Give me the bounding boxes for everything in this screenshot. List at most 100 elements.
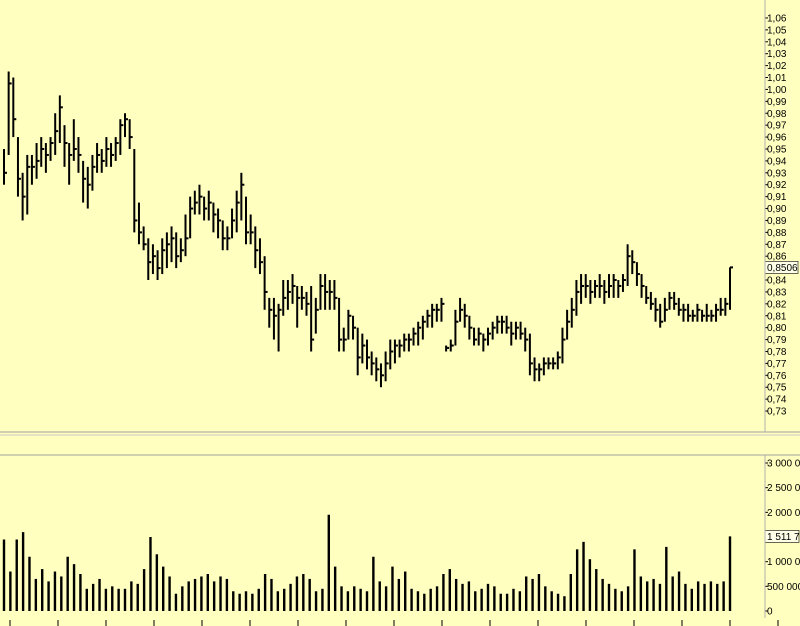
price-tick-label: 0,75 bbox=[767, 383, 787, 394]
price-tick-label: 1,02 bbox=[767, 61, 787, 72]
ohlc-bar bbox=[35, 143, 40, 179]
ohlc-bar bbox=[347, 309, 352, 340]
ohlc-bar bbox=[440, 297, 445, 322]
ohlc-bar bbox=[435, 303, 440, 322]
ohlc-bar bbox=[338, 297, 343, 352]
ohlc-bar bbox=[49, 137, 54, 161]
ohlc-bar bbox=[310, 285, 315, 352]
price-tick-label: 0,81 bbox=[767, 311, 787, 322]
ohlc-bar bbox=[449, 339, 454, 352]
ohlc-bar bbox=[524, 327, 529, 352]
ohlc-bar bbox=[491, 321, 496, 340]
volume-tick-label: 1 000 00 bbox=[767, 557, 800, 568]
price-tick-label: 0,99 bbox=[767, 97, 787, 108]
ohlc-bar bbox=[324, 274, 329, 310]
ohlc-bar bbox=[584, 274, 589, 298]
price-tick-label: 0,92 bbox=[767, 180, 787, 191]
ohlc-bar bbox=[645, 285, 650, 304]
ohlc-bar bbox=[352, 315, 357, 340]
price-tick-label: 0,73 bbox=[767, 407, 787, 418]
ohlc-bar bbox=[54, 113, 59, 155]
ohlc-bar bbox=[598, 274, 603, 298]
ohlc-bar bbox=[268, 297, 273, 328]
ohlc-bar bbox=[561, 327, 566, 364]
price-tick-label: 1,06 bbox=[767, 13, 787, 24]
ohlc-bar bbox=[691, 309, 696, 322]
price-tick-label: 0,82 bbox=[767, 299, 787, 310]
ohlc-bar bbox=[114, 137, 119, 161]
ohlc-bar bbox=[231, 208, 236, 239]
ohlc-bar bbox=[286, 280, 291, 310]
ohlc-bar bbox=[7, 71, 12, 155]
ohlc-bar bbox=[505, 315, 510, 334]
volume-axis: 3 000 00 2 500 00 2 000 00 1 000 00 500 000 0… bbox=[764, 459, 800, 618]
ohlc-bar bbox=[556, 351, 561, 370]
ohlc-bar bbox=[445, 345, 450, 352]
ohlc-bar bbox=[193, 190, 198, 215]
ohlc-bar bbox=[580, 274, 585, 304]
ohlc-bar bbox=[12, 77, 17, 138]
ohlc-bar bbox=[729, 266, 733, 310]
ohlc-bar bbox=[82, 160, 87, 203]
ohlc-bar bbox=[96, 143, 101, 173]
ohlc-bar bbox=[668, 291, 673, 310]
price-panel bbox=[3, 71, 733, 388]
ohlc-bar bbox=[663, 297, 668, 322]
ohlc-bar bbox=[366, 339, 370, 370]
ohlc-bar bbox=[710, 309, 715, 322]
ohlc-bar bbox=[179, 238, 184, 263]
ohlc-bar bbox=[184, 214, 189, 257]
ohlc-bar bbox=[207, 190, 212, 221]
ohlc-bar bbox=[575, 280, 580, 316]
ohlc-bar bbox=[682, 303, 687, 322]
ohlc-bar bbox=[342, 327, 347, 352]
volume-tick-label: 2 000 00 bbox=[767, 508, 800, 519]
ohlc-bar bbox=[389, 339, 394, 370]
ohlc-bar bbox=[552, 357, 557, 370]
ohlc-bar bbox=[631, 250, 636, 275]
ohlc-bar bbox=[296, 285, 301, 328]
ohlc-bar bbox=[589, 280, 594, 304]
ohlc-bar bbox=[533, 357, 538, 382]
ohlc-bar bbox=[673, 291, 678, 310]
ohlc-bar bbox=[44, 143, 49, 173]
ohlc-bar bbox=[128, 119, 133, 149]
last-volume-label: 1 511 71 bbox=[767, 532, 800, 543]
price-tick-label: 0,93 bbox=[767, 168, 787, 179]
ohlc-bar bbox=[677, 297, 682, 316]
ohlc-bar bbox=[119, 119, 124, 155]
date-strip-background bbox=[0, 619, 800, 626]
ohlc-bar bbox=[198, 184, 203, 215]
ohlc-bar bbox=[459, 297, 464, 322]
ohlc-bar bbox=[300, 285, 305, 310]
ohlc-bar bbox=[621, 274, 626, 292]
ohlc-bar bbox=[612, 274, 617, 298]
price-tick-label: 0,95 bbox=[767, 144, 787, 155]
ohlc-bar bbox=[175, 232, 180, 269]
ohlc-bar bbox=[3, 148, 7, 185]
ohlc-bar bbox=[431, 303, 436, 328]
ohlc-bar bbox=[519, 321, 524, 340]
ohlc-bar bbox=[282, 280, 287, 316]
ohlc-bar bbox=[701, 309, 706, 322]
ohlc-bar bbox=[91, 154, 96, 191]
price-tick-label: 1,00 bbox=[767, 85, 787, 96]
ohlc-bar bbox=[421, 315, 426, 340]
ohlc-bar bbox=[417, 321, 422, 346]
ohlc-bar bbox=[454, 309, 459, 346]
ohlc-bar bbox=[272, 297, 277, 340]
price-tick-label: 0,84 bbox=[767, 276, 787, 287]
price-tick-label: 0,98 bbox=[767, 109, 787, 120]
ohlc-bar bbox=[277, 303, 282, 352]
ohlc-bar bbox=[235, 190, 240, 233]
ohlc-bar bbox=[719, 297, 724, 316]
ohlc-bar bbox=[724, 297, 729, 316]
volume-panel bbox=[2, 514, 732, 611]
price-tick-label: 0,86 bbox=[767, 252, 787, 263]
ohlc-bar bbox=[398, 339, 403, 358]
ohlc-bar bbox=[654, 297, 659, 322]
ohlc-bar bbox=[659, 303, 664, 328]
ohlc-bar bbox=[249, 214, 254, 245]
ohlc-bar bbox=[538, 363, 543, 382]
